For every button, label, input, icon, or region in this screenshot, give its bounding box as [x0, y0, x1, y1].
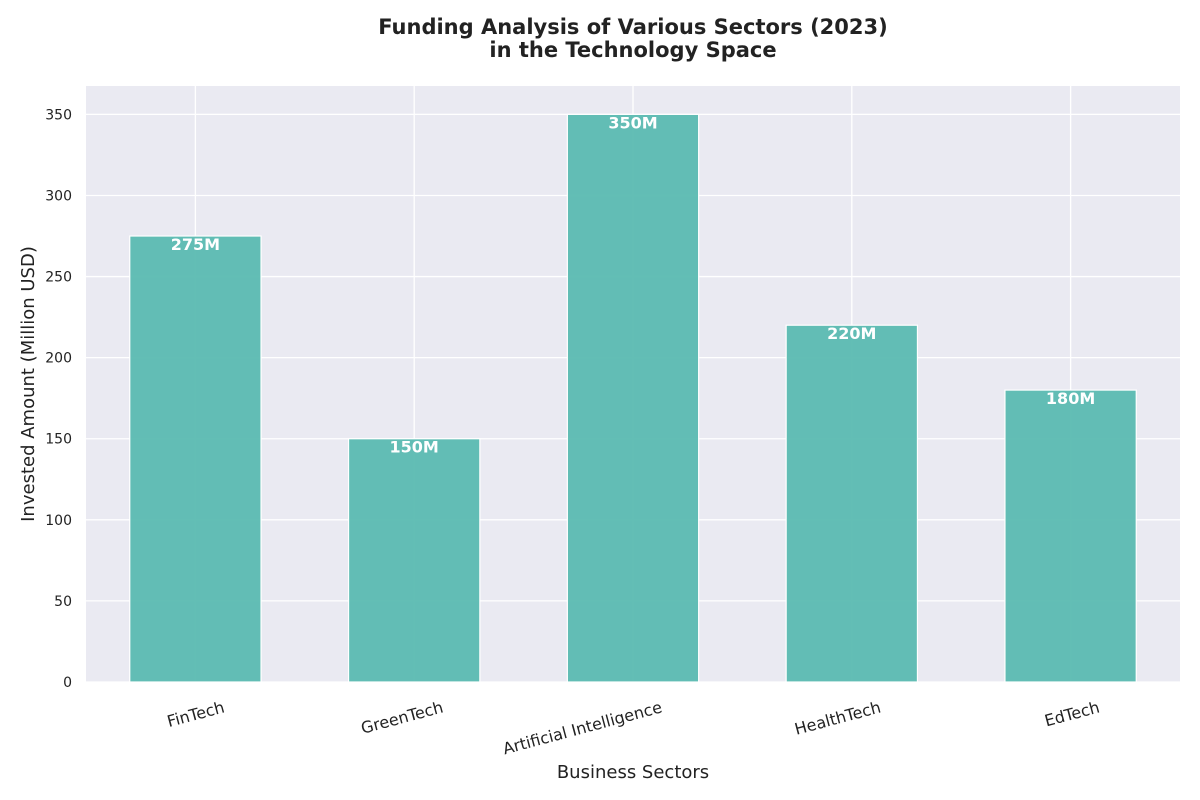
y-tick-label: 50	[54, 594, 72, 610]
x-tick-labels: FinTech GreenTech Artificial Intelligence H…	[165, 698, 1102, 759]
chart-subtitle: in the Technology Space	[489, 38, 776, 62]
bar-greentech	[347, 438, 481, 683]
y-tick-label: 0	[63, 675, 72, 691]
bar-data-label: 220M	[827, 324, 876, 343]
bar-artificial-intelligence	[566, 113, 700, 683]
bar-data-labels: 275M 150M 350M 220M 180M	[171, 113, 1096, 456]
x-axis-label: Business Sectors	[557, 762, 709, 783]
y-tick-label: 300	[45, 188, 72, 204]
bar-edtech	[1004, 389, 1137, 683]
x-tick-label: HealthTech	[793, 698, 883, 739]
y-axis-label: Invested Amount (Million USD)	[18, 246, 39, 522]
x-tick-label: EdTech	[1043, 698, 1102, 731]
bar-healthtech	[785, 324, 919, 683]
bar-fintech	[129, 235, 262, 683]
chart-title: Funding Analysis of Various Sectors (202…	[378, 15, 887, 39]
x-tick-label: GreenTech	[359, 698, 445, 738]
x-tick-label: Artificial Intelligence	[501, 698, 664, 759]
y-tick-label: 200	[45, 351, 72, 367]
bar-data-label: 150M	[390, 438, 439, 457]
y-tick-labels: 0 50 100 150 200 250 300 350	[45, 107, 72, 691]
bar-data-label: 275M	[171, 235, 220, 254]
bar-data-label: 350M	[608, 113, 657, 132]
bars	[129, 113, 1137, 683]
y-tick-label: 250	[45, 270, 72, 286]
y-tick-label: 100	[45, 513, 72, 529]
x-tick-label: FinTech	[165, 698, 226, 731]
bar-data-label: 180M	[1046, 389, 1095, 408]
y-tick-label: 350	[45, 107, 72, 123]
y-tick-label: 150	[45, 432, 72, 448]
